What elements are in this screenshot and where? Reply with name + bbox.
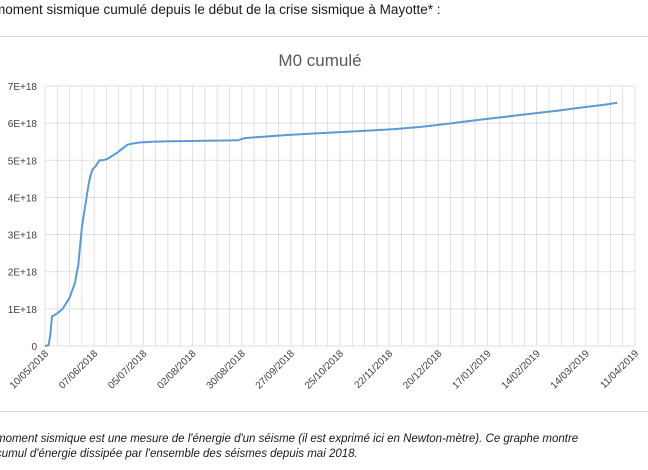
x-tick-label-12: 11/04/2019 (598, 348, 641, 391)
y-tick-label-0: 0 (31, 342, 37, 353)
line-chart: M0 cumulé 0 1E+18 2E+18 3E+18 4E+18 5E+18 6E+1… (8, 51, 642, 392)
caption-line-2: cumul d'énergie dissipée par l'ensemble … (0, 448, 358, 460)
x-tick-label-10: 14/02/2019 (500, 348, 543, 391)
x-tick-label-0: 10/05/2018 (8, 348, 51, 391)
x-axis-ticks: 10/05/2018 07/06/2018 05/07/2018 02/08/2018… (8, 348, 641, 391)
caption: moment sismique est une mesure de l'éner… (0, 432, 648, 462)
x-tick-label-5: 27/09/2018 (254, 348, 297, 391)
series-line-0 (44, 101, 618, 347)
y-tick-label-5: 5E+18 (8, 156, 38, 167)
y-tick-label-4: 4E+18 (8, 193, 38, 204)
x-tick-label-3: 02/08/2018 (155, 348, 198, 391)
y-tick-label-7: 7E+18 (8, 82, 38, 93)
x-tick-label-9: 17/01/2019 (450, 348, 493, 391)
grid-lines (44, 85, 636, 347)
page-heading: moment sismique cumulé depuis le début d… (0, 2, 441, 17)
y-tick-label-6: 6E+18 (8, 119, 38, 130)
y-tick-label-3: 3E+18 (8, 231, 38, 242)
series-group (44, 101, 618, 347)
x-tick-label-11: 14/03/2019 (549, 348, 592, 391)
x-tick-label-2: 05/07/2018 (106, 348, 149, 391)
x-tick-label-1: 07/06/2018 (57, 348, 100, 391)
x-tick-label-7: 22/11/2018 (353, 348, 396, 391)
x-tick-label-4: 30/08/2018 (205, 348, 248, 391)
chart-title: M0 cumulé (278, 51, 361, 70)
chart-frame (0, 36, 648, 412)
caption-line-1: moment sismique est une mesure de l'éner… (0, 433, 579, 445)
x-tick-label-6: 25/10/2018 (303, 348, 346, 391)
x-tick-label-8: 20/12/2018 (401, 348, 444, 391)
y-axis-ticks: 0 1E+18 2E+18 3E+18 4E+18 5E+18 6E+18 7E+18 (8, 82, 38, 353)
y-tick-label-2: 2E+18 (8, 268, 38, 279)
y-tick-label-1: 1E+18 (8, 305, 38, 316)
